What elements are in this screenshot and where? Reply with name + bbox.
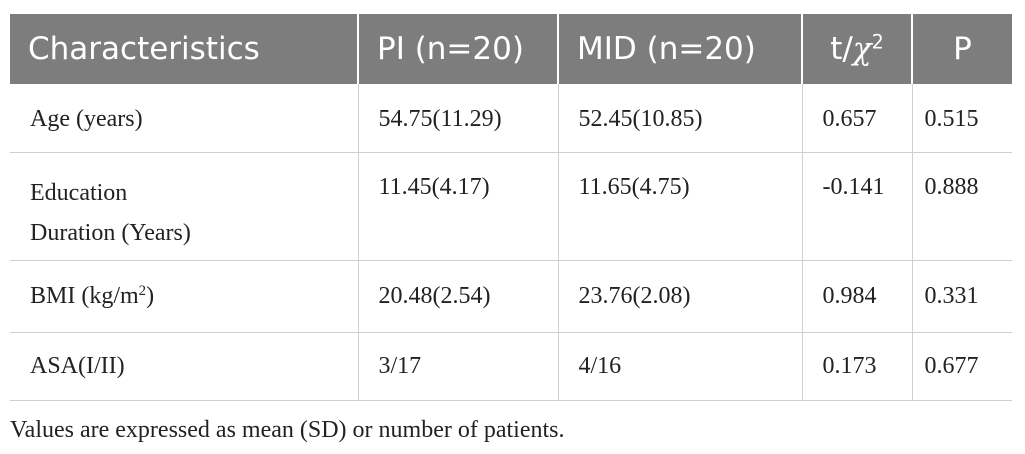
cell-mid: 52.45(10.85)	[558, 84, 803, 153]
row-label-end: )	[146, 282, 155, 309]
row-label-main: BMI (kg/m	[30, 282, 139, 309]
table-footnote: Values are expressed as mean (SD) or num…	[10, 417, 565, 443]
row-label: ASA(I/II)	[10, 332, 359, 401]
cell-mid: 4/16	[558, 332, 803, 401]
cell-p: 0.515	[912, 84, 1012, 153]
table-header-row: Characteristics PI (n=20) MID (n=20) t/χ…	[10, 14, 1012, 84]
header-mid: MID (n=20)	[558, 14, 803, 84]
cell-p: 0.888	[912, 152, 1012, 261]
row-label-sup: 2	[138, 282, 147, 299]
row-label-line2: Duration (Years)	[30, 219, 191, 246]
row-label-line1: Education	[30, 179, 128, 206]
table-row: ASA(I/II) 3/17 4/16 0.173 0.677	[10, 332, 1012, 401]
table-row: BMI (kg/m2) 20.48(2.54) 23.76(2.08) 0.98…	[10, 260, 1012, 333]
cell-pi: 54.75(11.29)	[358, 84, 559, 153]
header-statistic-prefix: t/	[830, 31, 853, 67]
header-characteristics: Characteristics	[10, 14, 359, 84]
characteristics-table: Characteristics PI (n=20) MID (n=20) t/χ…	[10, 14, 1012, 401]
row-label: Education Duration (Years)	[10, 152, 359, 261]
header-statistic: t/χ2	[802, 14, 913, 84]
table-row: Education Duration (Years) 11.45(4.17) 11…	[10, 152, 1012, 261]
cell-statistic: 0.657	[802, 84, 913, 153]
cell-pi: 3/17	[358, 332, 559, 401]
row-label: Age (years)	[10, 84, 359, 153]
header-p: P	[912, 14, 1012, 84]
header-statistic-chi: χ	[852, 31, 872, 67]
cell-p: 0.331	[912, 260, 1012, 333]
cell-statistic: 0.173	[802, 332, 913, 401]
cell-statistic: 0.984	[802, 260, 913, 333]
header-statistic-sup: 2	[871, 30, 884, 54]
cell-mid: 23.76(2.08)	[558, 260, 803, 333]
cell-p: 0.677	[912, 332, 1012, 401]
header-pi: PI (n=20)	[358, 14, 559, 84]
cell-pi: 20.48(2.54)	[358, 260, 559, 333]
cell-mid: 11.65(4.75)	[558, 152, 803, 261]
row-label: BMI (kg/m2)	[10, 260, 359, 333]
cell-statistic: -0.141	[802, 152, 913, 261]
table-row: Age (years) 54.75(11.29) 52.45(10.85) 0.…	[10, 84, 1012, 153]
cell-pi: 11.45(4.17)	[358, 152, 559, 261]
